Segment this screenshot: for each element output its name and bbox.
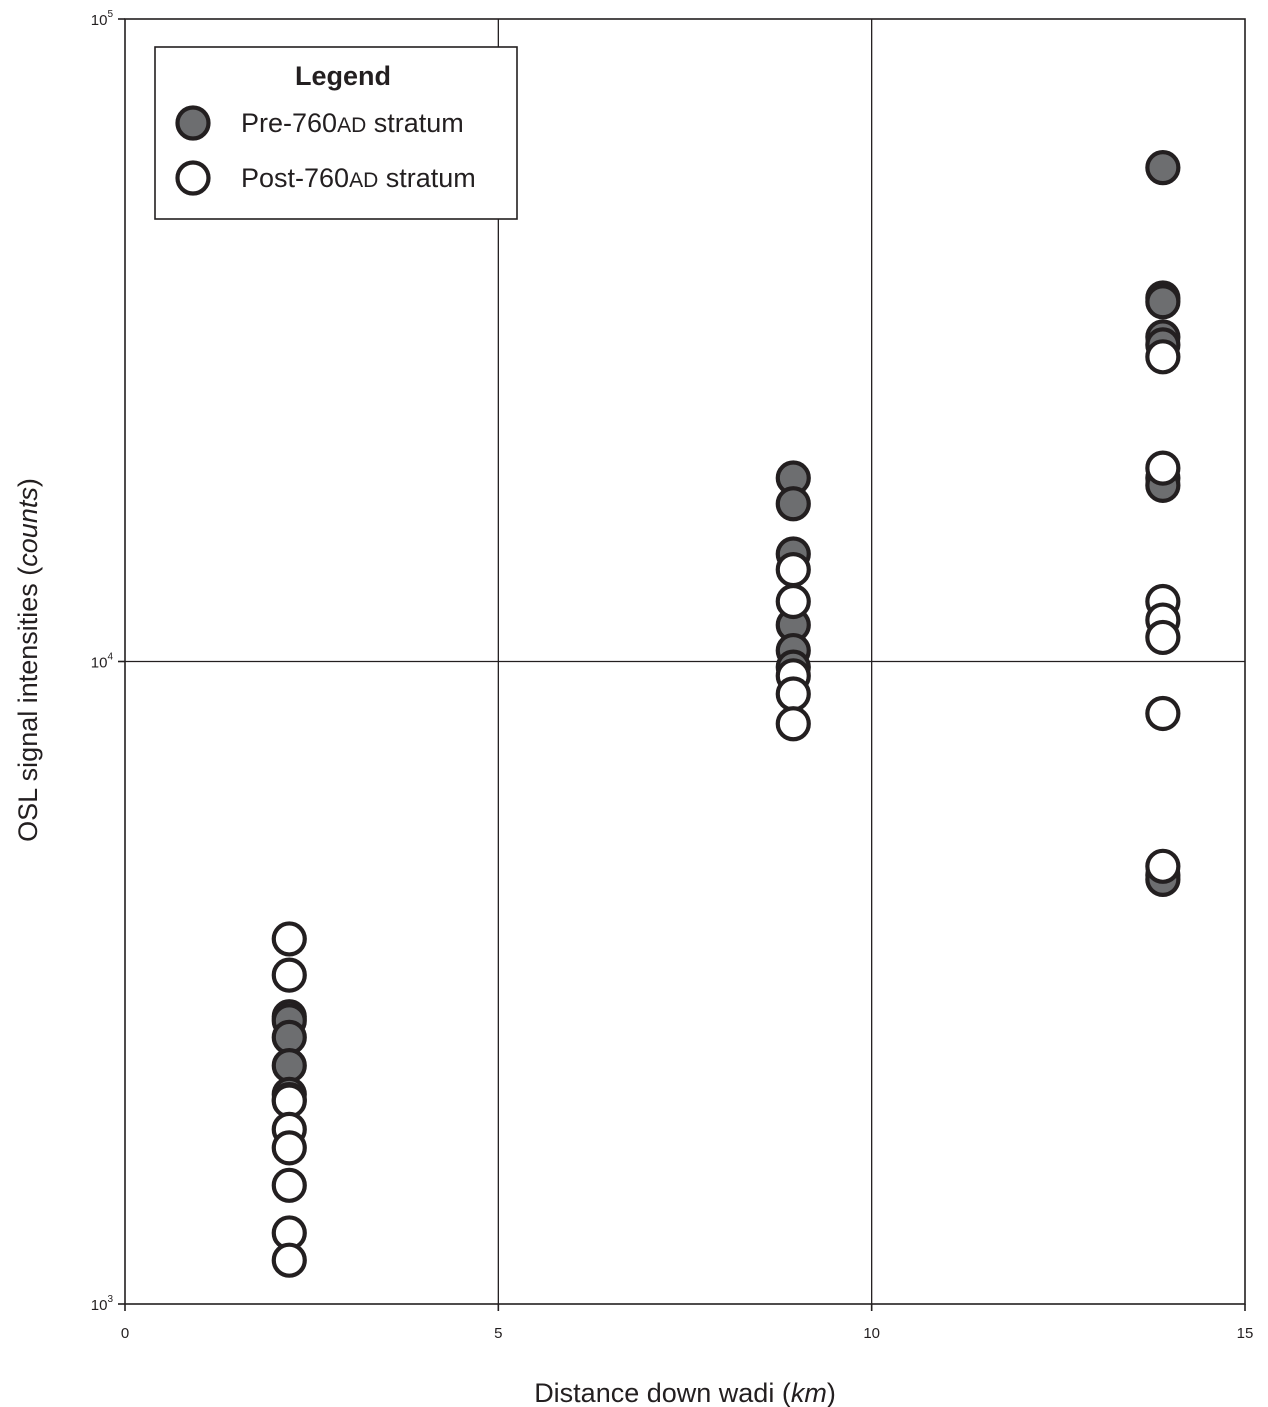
- data-points: [271, 150, 1181, 1278]
- legend-label-post-760ad: Post-760AD stratum: [241, 163, 476, 193]
- data-point-post-760ad: [271, 921, 307, 957]
- data-point-post-760ad: [271, 1130, 307, 1166]
- legend-box: [154, 46, 518, 220]
- x-axis-ticks: 0 5 10 15: [121, 1304, 1254, 1342]
- legend-label-pre-760ad: Pre-760AD stratum: [241, 108, 464, 138]
- legend-title: Legend: [295, 61, 391, 91]
- data-point-post-760ad: [271, 1242, 307, 1278]
- legend-marker-pre-760ad: [175, 105, 211, 141]
- data-point-post-760ad: [775, 583, 811, 620]
- y-tick-label: 103: [91, 1294, 114, 1314]
- data-point-post-760ad: [1145, 695, 1181, 732]
- data-point-post-760ad: [1145, 848, 1181, 884]
- data-point-post-760ad: [1145, 339, 1181, 375]
- legend-marker-post-760ad: [175, 160, 211, 196]
- data-point-post-760ad: [271, 957, 307, 993]
- x-tick-label: 0: [121, 1325, 129, 1342]
- data-point-post-760ad: [775, 552, 811, 588]
- data-point-post-760ad: [775, 676, 811, 712]
- x-tick-label: 10: [863, 1325, 880, 1342]
- data-point-post-760ad: [1145, 619, 1181, 656]
- data-point-post-760ad: [1145, 450, 1181, 486]
- x-tick-label: 15: [1237, 1325, 1254, 1342]
- y-axis-ticks: 103 104 105: [91, 9, 125, 1314]
- data-point-post-760ad: [271, 1167, 307, 1203]
- legend: Legend Pre-760AD stratum Post-760AD stra…: [154, 46, 518, 220]
- data-point-pre-760ad: [775, 486, 811, 522]
- grid: [125, 19, 1245, 1304]
- x-axis-title: Distance down wadi (km): [534, 1378, 836, 1407]
- y-tick-label: 104: [91, 652, 114, 672]
- data-point-pre-760ad: [1145, 150, 1181, 186]
- data-point-pre-760ad: [271, 1047, 307, 1084]
- x-tick-label: 5: [494, 1325, 502, 1342]
- y-axis-title: OSL signal intensities (counts): [13, 478, 43, 842]
- data-point-post-760ad: [775, 706, 811, 742]
- y-tick-label: 105: [91, 9, 114, 29]
- data-point-pre-760ad: [1145, 284, 1181, 320]
